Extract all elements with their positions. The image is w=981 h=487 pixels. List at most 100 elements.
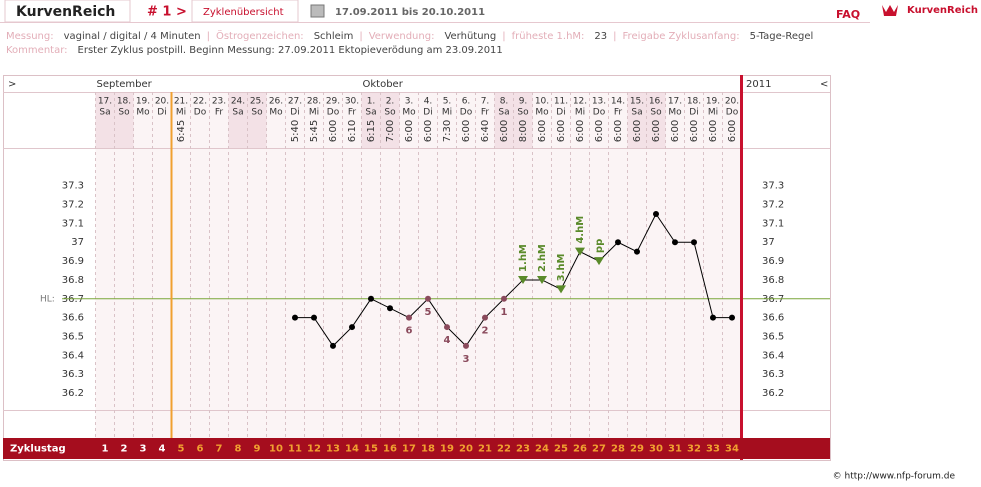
weekday-label: Di (556, 108, 565, 118)
weekend-cell (513, 92, 533, 148)
separator: | (359, 31, 363, 42)
cycle-day: 6 (197, 444, 204, 455)
separator: | (206, 31, 210, 42)
cycle-day: 22 (497, 444, 511, 455)
low-point (482, 314, 488, 321)
point (615, 239, 621, 246)
hl-label: HL: (40, 294, 55, 304)
date-label: 5. (443, 97, 452, 107)
weekend-cell (627, 92, 647, 148)
info-label: Verwendung: (368, 31, 435, 42)
time-label: 6:00 (461, 120, 472, 142)
cycle-day: 29 (630, 444, 644, 455)
point (311, 314, 317, 321)
low-point (444, 324, 450, 331)
high-marker (594, 257, 604, 266)
weekday-label: Fr (481, 108, 490, 118)
point (710, 314, 716, 321)
date-label: 4. (424, 97, 433, 107)
cycle-day: 14 (345, 444, 359, 455)
y-tick-label: 36.2 (62, 388, 84, 399)
time-label: 6:00 (670, 120, 681, 142)
time-label: 6:00 (404, 120, 415, 142)
y-tick-label: 36.4 (62, 350, 84, 361)
date-label: 7. (481, 97, 490, 107)
nav-left[interactable]: > (8, 79, 16, 90)
date-label: 15. (630, 97, 644, 107)
info-value: 23 (594, 31, 608, 42)
weekday-label: Mo (668, 108, 682, 118)
y-tick-label: 36.5 (62, 331, 84, 342)
point (292, 314, 298, 321)
cycle-day: 34 (725, 444, 739, 455)
cycle-day: 3 (140, 444, 147, 455)
date-label: 22. (193, 97, 207, 107)
date-label: 28. (307, 97, 321, 107)
cycle-nav[interactable]: # 1 > (147, 5, 187, 20)
faq[interactable]: FAQ (836, 8, 860, 21)
weekday-label: Sa (498, 108, 509, 118)
date-label: 18. (687, 97, 701, 107)
month-label: Oktober (363, 79, 404, 90)
weekday-label: So (650, 108, 662, 118)
y2-tick-label: 37.2 (762, 200, 784, 211)
point (368, 295, 374, 302)
time-label: 6:00 (689, 120, 700, 142)
time-label: 6:40 (480, 120, 491, 142)
cycle-day: 26 (573, 444, 587, 455)
high-marker (537, 275, 547, 284)
comment: Erster Zyklus postpill. Beginn Messung: … (77, 45, 503, 56)
y-tick-label: 36.9 (62, 256, 84, 267)
info-label: Östrogenzeichen: (215, 31, 304, 42)
low-label: 5 (425, 307, 432, 318)
time-label: 6:45 (176, 120, 187, 142)
calendar-icon[interactable] (310, 4, 325, 18)
nav-right[interactable]: < (820, 79, 828, 90)
weekday-label: Di (423, 108, 432, 118)
cycle-day: 27 (592, 444, 606, 455)
info-value: Verhütung (444, 31, 497, 42)
cycle-day: 19 (440, 444, 454, 455)
y2-tick-label: 36.8 (762, 275, 784, 286)
date-label: 26. (269, 97, 283, 107)
overview-tab[interactable] (191, 0, 299, 23)
info-label: Freigabe Zyklusanfang: (622, 31, 740, 42)
point (653, 210, 659, 217)
weekend-cell (228, 92, 248, 148)
weekend-cell (494, 92, 514, 148)
date-label: 24. (231, 97, 245, 107)
time-label: 6:00 (499, 120, 510, 142)
date-label: 14. (611, 97, 625, 107)
weekday-label: Do (593, 108, 606, 118)
weekday-label: Mi (575, 108, 585, 118)
low-point (501, 295, 507, 302)
point (729, 314, 735, 321)
date-label: 10. (535, 97, 549, 107)
cycle-day: 13 (326, 444, 340, 455)
low-label: 2 (482, 326, 489, 337)
weekday-label: So (517, 108, 529, 118)
point (387, 305, 393, 312)
time-label: 7:00 (385, 120, 396, 142)
logo[interactable]: KurvenReich (907, 5, 978, 16)
cycle-day: 32 (687, 444, 701, 455)
y-tick-label: 36.6 (62, 313, 84, 324)
date-label: 17. (668, 97, 682, 107)
weekday-label: Mi (442, 108, 452, 118)
logo-crown (882, 5, 898, 16)
date-label: 1. (367, 97, 376, 107)
weekend-cell (247, 92, 267, 148)
weekday-label: Sa (631, 108, 642, 118)
date-label: 20. (725, 97, 739, 107)
time-label: 8:00 (518, 120, 529, 142)
y-tick-label: 37 (71, 237, 84, 248)
y-tick-label: 37.1 (62, 218, 84, 229)
overview[interactable]: Zyklenübersicht (203, 7, 284, 18)
weekend-cell (380, 92, 400, 148)
date-label: 2. (386, 97, 395, 107)
y2-tick-label: 36.6 (762, 313, 784, 324)
cycle-day: 10 (269, 444, 283, 455)
weekday-label: Mo (136, 108, 150, 118)
y2-tick-label: 37 (762, 237, 775, 248)
year: 2011 (746, 79, 771, 90)
